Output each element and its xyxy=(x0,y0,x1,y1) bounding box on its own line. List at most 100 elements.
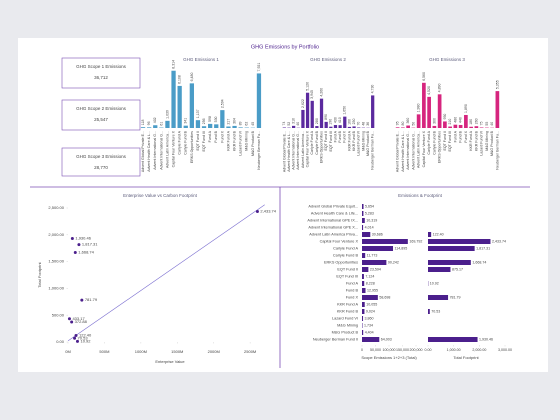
y-tick-label: Lazard Fund VI xyxy=(332,317,358,321)
chart-title: Emissions & Footprint xyxy=(398,193,443,198)
value-label: 190 xyxy=(329,119,333,125)
bar xyxy=(474,126,479,128)
value-label: 1,668.74 xyxy=(78,250,94,255)
x-tick-label: Neuberger Berman Fu... xyxy=(371,131,375,170)
x-tick-label: Advent International G... xyxy=(296,131,300,170)
bar xyxy=(171,70,176,128)
value-label: 64,003 xyxy=(381,337,392,341)
x-tick-label: Capital Four Venture X xyxy=(172,130,176,167)
x-tick-label: 50,000 xyxy=(370,348,381,352)
kpi-card: GHG Scope 3 Emissions 28,770 xyxy=(61,147,141,177)
point xyxy=(77,243,81,247)
x-tick-label: Fund A xyxy=(333,130,337,142)
x-tick-label: Fund B xyxy=(459,130,463,142)
bar xyxy=(401,127,405,128)
bar xyxy=(208,123,213,128)
value-label: 7,921 xyxy=(257,63,261,72)
value-label: 9,024 xyxy=(366,309,375,313)
bar xyxy=(362,204,364,209)
bar xyxy=(147,127,152,128)
chart-title: Enterprise Value vs Carbon Footprint xyxy=(123,193,197,198)
value-label: 256 xyxy=(202,118,206,124)
point xyxy=(70,320,74,324)
bar xyxy=(362,232,371,237)
x-tick-label: 2,000.00 xyxy=(472,348,486,352)
value-label: 96 xyxy=(147,121,151,125)
value-label: 7,124 xyxy=(365,274,374,278)
point xyxy=(74,333,78,337)
bar xyxy=(220,110,225,128)
value-label: 12,955 xyxy=(367,288,378,292)
x-tick-label: Advent International G... xyxy=(159,131,163,170)
point xyxy=(73,251,77,255)
bar xyxy=(362,267,369,272)
value-label: 300 xyxy=(432,118,436,124)
bar xyxy=(479,127,484,128)
bar xyxy=(453,124,458,128)
bar xyxy=(428,246,475,251)
value-label: 80 xyxy=(401,122,405,126)
value-label: 4,260 xyxy=(319,88,323,97)
value-label: 122.40 xyxy=(79,333,92,338)
value-label: 430 xyxy=(333,117,337,123)
y-tick-label: EQT Fund II xyxy=(337,268,358,272)
bar xyxy=(362,288,366,293)
x-tick-label: M&G Mining xyxy=(361,131,365,151)
value-label: 30,686 xyxy=(372,232,383,236)
value-label: 4,014 xyxy=(365,225,374,229)
x-tick-label: Fund A xyxy=(208,130,212,142)
bar xyxy=(232,125,237,128)
bar xyxy=(195,120,201,128)
value-label: 62 xyxy=(245,122,249,126)
y-tick-label: ERKS Opportunities xyxy=(324,261,358,265)
value-label: 1,980 xyxy=(417,104,421,113)
x-tick-label: Fund A xyxy=(453,130,457,142)
value-label: 230 xyxy=(352,119,356,125)
value-label: 480 xyxy=(453,117,457,123)
x-tick-label: EQT Fund II xyxy=(196,131,200,151)
x-tick-label: KKR Fund A xyxy=(347,130,351,150)
x-tick-label: EQT Fund III xyxy=(448,131,452,152)
y-tick-label: Fund A xyxy=(346,282,358,286)
value-label: 45 xyxy=(251,122,255,126)
bar xyxy=(362,316,364,321)
value-label: 1,137 xyxy=(196,109,200,118)
value-label: 4,730 xyxy=(371,85,375,94)
y-tick-label: M&G Product B xyxy=(332,331,359,335)
x-tick-label: EQT Fund III xyxy=(202,131,206,152)
x-tick-label: 1500M xyxy=(171,349,183,354)
y-tick-label: 500.00 xyxy=(52,312,65,317)
value-label: 781.79 xyxy=(85,297,98,302)
x-tick-label: Lazard Fund VI xyxy=(357,131,361,156)
y-tick-label: Capital Four Venture X xyxy=(320,240,359,244)
value-label: 1,817.31 xyxy=(476,246,490,250)
value-label: 10,055 xyxy=(366,302,377,306)
value-label: 36 xyxy=(366,122,370,126)
x-tick-label: Capital Four Venture X xyxy=(422,130,426,167)
value-label: 1,817.31 xyxy=(82,242,98,247)
bar xyxy=(291,125,296,128)
y-tick-label: EQT Fund III xyxy=(336,275,358,279)
bar xyxy=(428,337,478,342)
value-label: 3,945 xyxy=(310,90,314,99)
bar xyxy=(362,211,364,216)
kpi-label: GHG Scope 2 Emissions xyxy=(76,106,127,111)
value-label: 70.53 xyxy=(78,335,89,340)
x-tick-label: EQT Fund II xyxy=(443,131,447,151)
x-tick-label: Lazard Fund VI xyxy=(239,131,243,156)
value-label: 280 xyxy=(315,118,319,124)
canvas xyxy=(18,38,548,372)
value-label: 1,930.46 xyxy=(75,236,91,241)
bar xyxy=(422,82,426,128)
point xyxy=(255,210,259,214)
chart-title: GHG Emissions 1 xyxy=(183,57,219,62)
bar xyxy=(362,281,365,286)
value-label: 1,668.74 xyxy=(472,260,486,264)
x-tick-label: M&G Product B xyxy=(251,130,255,156)
point xyxy=(70,237,74,241)
value-label: 310 xyxy=(292,118,296,124)
value-label: 530 xyxy=(214,116,218,122)
bar xyxy=(352,126,356,128)
bar xyxy=(443,121,447,128)
value-label: 781.79 xyxy=(450,295,461,299)
